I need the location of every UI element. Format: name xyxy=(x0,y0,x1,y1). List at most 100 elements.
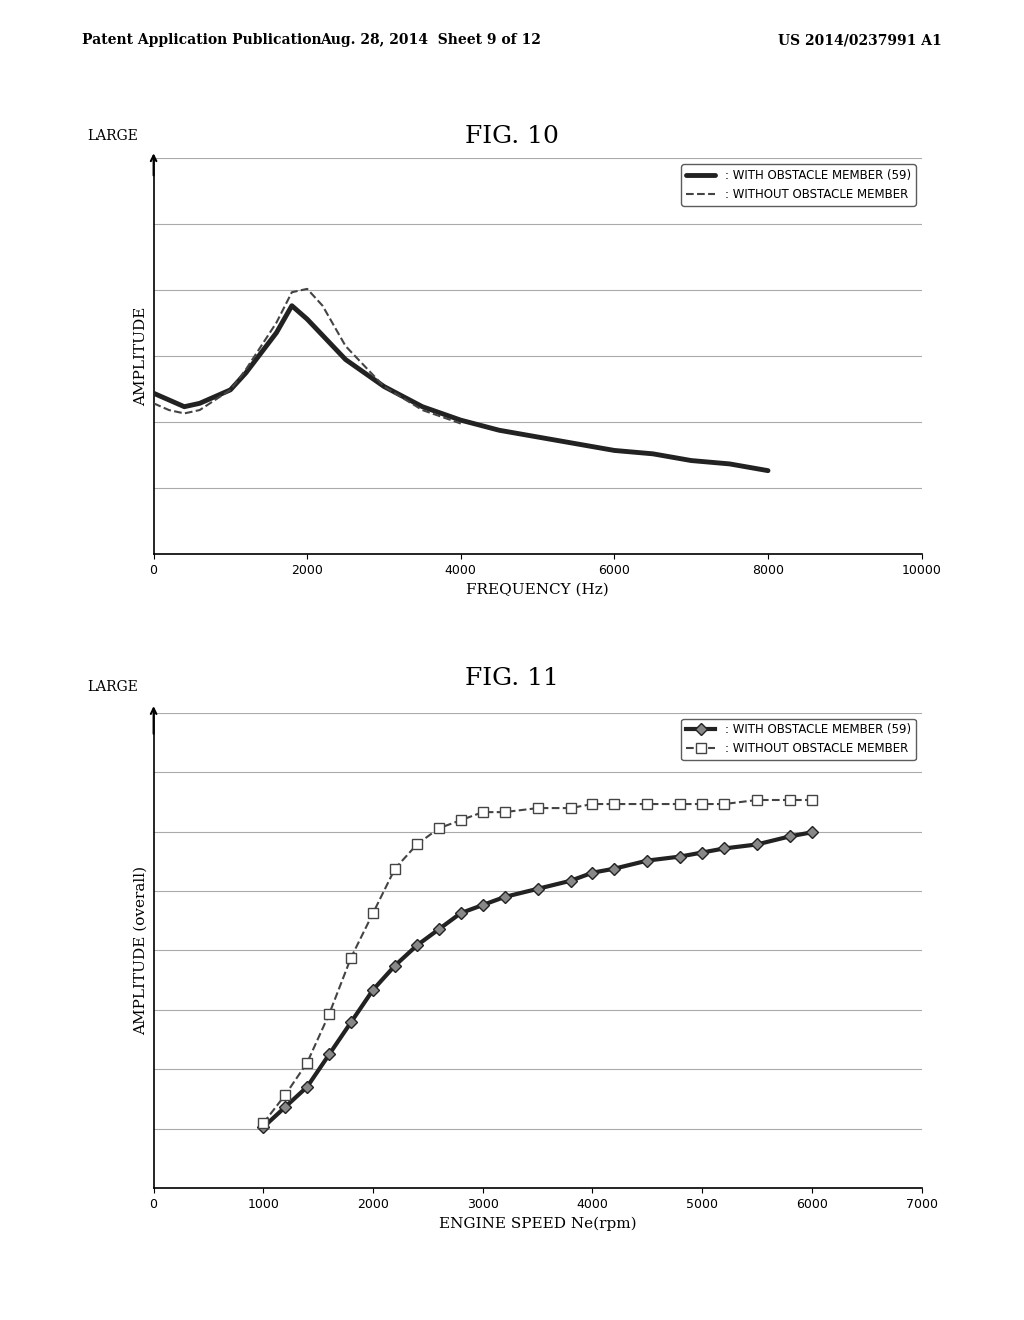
: WITH OBSTACLE MEMBER (59): (5.5e+03, 0.723): WITH OBSTACLE MEMBER (59): (5.5e+03, 0.7… xyxy=(751,837,763,853)
: WITHOUT OBSTACLE MEMBER: (4e+03, 0.331): WITHOUT OBSTACLE MEMBER: (4e+03, 0.331) xyxy=(455,416,467,432)
: WITHOUT OBSTACLE MEMBER: (2.2e+03, 0.672): WITHOUT OBSTACLE MEMBER: (2.2e+03, 0.672… xyxy=(389,861,401,876)
: WITH OBSTACLE MEMBER (59): (2.4e+03, 0.51): WITH OBSTACLE MEMBER (59): (2.4e+03, 0.5… xyxy=(411,937,423,953)
: WITHOUT OBSTACLE MEMBER: (3.8e+03, 0.799): WITHOUT OBSTACLE MEMBER: (3.8e+03, 0.799… xyxy=(564,800,577,816)
: WITH OBSTACLE MEMBER (59): (6e+03, 0.263): WITH OBSTACLE MEMBER (59): (6e+03, 0.263… xyxy=(608,442,621,458)
Text: LARGE: LARGE xyxy=(87,680,138,694)
: WITH OBSTACLE MEMBER (59): (800, 0.398): WITH OBSTACLE MEMBER (59): (800, 0.398) xyxy=(209,388,221,404)
: WITH OBSTACLE MEMBER (59): (4.2e+03, 0.672): WITH OBSTACLE MEMBER (59): (4.2e+03, 0.6… xyxy=(608,861,621,876)
: WITH OBSTACLE MEMBER (59): (2e+03, 0.594): WITH OBSTACLE MEMBER (59): (2e+03, 0.594… xyxy=(301,312,313,327)
Text: LARGE: LARGE xyxy=(87,128,138,143)
: WITH OBSTACLE MEMBER (59): (1.4e+03, 0.509): WITH OBSTACLE MEMBER (59): (1.4e+03, 0.5… xyxy=(255,345,267,360)
: WITH OBSTACLE MEMBER (59): (2.5e+03, 0.492): WITH OBSTACLE MEMBER (59): (2.5e+03, 0.4… xyxy=(340,351,352,367)
: WITH OBSTACLE MEMBER (59): (5.2e+03, 0.714): WITH OBSTACLE MEMBER (59): (5.2e+03, 0.7… xyxy=(718,841,730,857)
: WITH OBSTACLE MEMBER (59): (5.5e+03, 0.28): WITH OBSTACLE MEMBER (59): (5.5e+03, 0.2… xyxy=(569,436,582,451)
: WITHOUT OBSTACLE MEMBER: (2e+03, 0.579): WITHOUT OBSTACLE MEMBER: (2e+03, 0.579) xyxy=(367,906,379,921)
: WITH OBSTACLE MEMBER (59): (3.2e+03, 0.613): WITH OBSTACLE MEMBER (59): (3.2e+03, 0.6… xyxy=(499,890,511,906)
Line: : WITHOUT OBSTACLE MEMBER: : WITHOUT OBSTACLE MEMBER xyxy=(154,289,461,424)
: WITH OBSTACLE MEMBER (59): (1.2e+03, 0.458): WITH OBSTACLE MEMBER (59): (1.2e+03, 0.4… xyxy=(240,366,252,381)
: WITH OBSTACLE MEMBER (59): (200, 0.39): WITH OBSTACLE MEMBER (59): (200, 0.39) xyxy=(163,392,175,408)
Text: Aug. 28, 2014  Sheet 9 of 12: Aug. 28, 2014 Sheet 9 of 12 xyxy=(319,33,541,48)
: WITHOUT OBSTACLE MEMBER: (1.2e+03, 0.196): WITHOUT OBSTACLE MEMBER: (1.2e+03, 0.196… xyxy=(280,1086,292,1102)
: WITHOUT OBSTACLE MEMBER: (2e+03, 0.67): WITHOUT OBSTACLE MEMBER: (2e+03, 0.67) xyxy=(301,281,313,297)
: WITH OBSTACLE MEMBER (59): (5e+03, 0.706): WITH OBSTACLE MEMBER (59): (5e+03, 0.706… xyxy=(696,845,709,861)
: WITH OBSTACLE MEMBER (59): (3e+03, 0.424): WITH OBSTACLE MEMBER (59): (3e+03, 0.424… xyxy=(378,379,390,395)
: WITHOUT OBSTACLE MEMBER: (600, 0.364): WITHOUT OBSTACLE MEMBER: (600, 0.364) xyxy=(194,403,206,418)
: WITH OBSTACLE MEMBER (59): (3e+03, 0.595): WITH OBSTACLE MEMBER (59): (3e+03, 0.595… xyxy=(476,898,488,913)
: WITHOUT OBSTACLE MEMBER: (1.4e+03, 0.264): WITHOUT OBSTACLE MEMBER: (1.4e+03, 0.264… xyxy=(301,1055,313,1071)
: WITHOUT OBSTACLE MEMBER: (5.2e+03, 0.808): WITHOUT OBSTACLE MEMBER: (5.2e+03, 0.808… xyxy=(718,796,730,812)
Line: : WITH OBSTACLE MEMBER (59): : WITH OBSTACLE MEMBER (59) xyxy=(259,828,816,1131)
: WITH OBSTACLE MEMBER (59): (5.8e+03, 0.74): WITH OBSTACLE MEMBER (59): (5.8e+03, 0.7… xyxy=(783,829,796,845)
: WITH OBSTACLE MEMBER (59): (400, 0.373): WITH OBSTACLE MEMBER (59): (400, 0.373) xyxy=(178,399,190,414)
: WITH OBSTACLE MEMBER (59): (6e+03, 0.748): WITH OBSTACLE MEMBER (59): (6e+03, 0.748… xyxy=(806,825,818,841)
: WITH OBSTACLE MEMBER (59): (4.8e+03, 0.698): WITH OBSTACLE MEMBER (59): (4.8e+03, 0.6… xyxy=(674,849,686,865)
: WITHOUT OBSTACLE MEMBER: (5.5e+03, 0.817): WITHOUT OBSTACLE MEMBER: (5.5e+03, 0.817… xyxy=(751,792,763,808)
: WITH OBSTACLE MEMBER (59): (4e+03, 0.663): WITH OBSTACLE MEMBER (59): (4e+03, 0.663… xyxy=(587,865,599,880)
: WITH OBSTACLE MEMBER (59): (5e+03, 0.296): WITH OBSTACLE MEMBER (59): (5e+03, 0.296… xyxy=(531,429,544,445)
: WITH OBSTACLE MEMBER (59): (1.4e+03, 0.213): WITH OBSTACLE MEMBER (59): (1.4e+03, 0.2… xyxy=(301,1078,313,1094)
: WITH OBSTACLE MEMBER (59): (1.6e+03, 0.281): WITH OBSTACLE MEMBER (59): (1.6e+03, 0.2… xyxy=(323,1047,335,1063)
: WITH OBSTACLE MEMBER (59): (4.5e+03, 0.689): WITH OBSTACLE MEMBER (59): (4.5e+03, 0.6… xyxy=(641,853,653,869)
: WITHOUT OBSTACLE MEMBER: (3e+03, 0.791): WITHOUT OBSTACLE MEMBER: (3e+03, 0.791) xyxy=(476,804,488,820)
: WITH OBSTACLE MEMBER (59): (4.5e+03, 0.314): WITH OBSTACLE MEMBER (59): (4.5e+03, 0.3… xyxy=(494,422,506,438)
X-axis label: ENGINE SPEED Ne(rpm): ENGINE SPEED Ne(rpm) xyxy=(439,1216,636,1230)
Text: Patent Application Publication: Patent Application Publication xyxy=(82,33,322,48)
: WITHOUT OBSTACLE MEMBER: (1e+03, 0.415): WITHOUT OBSTACLE MEMBER: (1e+03, 0.415) xyxy=(224,381,237,397)
: WITH OBSTACLE MEMBER (59): (1e+03, 0.128): WITH OBSTACLE MEMBER (59): (1e+03, 0.128… xyxy=(257,1119,269,1135)
: WITHOUT OBSTACLE MEMBER: (2.4e+03, 0.723): WITHOUT OBSTACLE MEMBER: (2.4e+03, 0.723… xyxy=(411,837,423,853)
Line: : WITHOUT OBSTACLE MEMBER: : WITHOUT OBSTACLE MEMBER xyxy=(258,795,817,1129)
Text: FIG. 10: FIG. 10 xyxy=(465,125,559,148)
: WITHOUT OBSTACLE MEMBER: (1.2e+03, 0.466): WITHOUT OBSTACLE MEMBER: (1.2e+03, 0.466… xyxy=(240,362,252,378)
: WITHOUT OBSTACLE MEMBER: (4.2e+03, 0.808): WITHOUT OBSTACLE MEMBER: (4.2e+03, 0.808… xyxy=(608,796,621,812)
: WITHOUT OBSTACLE MEMBER: (2.2e+03, 0.628): WITHOUT OBSTACLE MEMBER: (2.2e+03, 0.628… xyxy=(316,298,329,314)
Text: US 2014/0237991 A1: US 2014/0237991 A1 xyxy=(778,33,942,48)
: WITHOUT OBSTACLE MEMBER: (4e+03, 0.808): WITHOUT OBSTACLE MEMBER: (4e+03, 0.808) xyxy=(587,796,599,812)
: WITHOUT OBSTACLE MEMBER: (1.6e+03, 0.366): WITHOUT OBSTACLE MEMBER: (1.6e+03, 0.366… xyxy=(323,1006,335,1022)
: WITHOUT OBSTACLE MEMBER: (3.5e+03, 0.799): WITHOUT OBSTACLE MEMBER: (3.5e+03, 0.799… xyxy=(531,800,544,816)
: WITH OBSTACLE MEMBER (59): (3.8e+03, 0.646): WITH OBSTACLE MEMBER (59): (3.8e+03, 0.6… xyxy=(564,873,577,888)
: WITHOUT OBSTACLE MEMBER: (2.8e+03, 0.774): WITHOUT OBSTACLE MEMBER: (2.8e+03, 0.774… xyxy=(455,812,467,828)
Legend: : WITH OBSTACLE MEMBER (59), : WITHOUT OBSTACLE MEMBER: : WITH OBSTACLE MEMBER (59), : WITHOUT O… xyxy=(681,164,915,206)
: WITH OBSTACLE MEMBER (59): (1e+03, 0.415): WITH OBSTACLE MEMBER (59): (1e+03, 0.415… xyxy=(224,381,237,397)
: WITHOUT OBSTACLE MEMBER: (1.8e+03, 0.485): WITHOUT OBSTACLE MEMBER: (1.8e+03, 0.485… xyxy=(345,949,357,965)
Legend: : WITH OBSTACLE MEMBER (59), : WITHOUT OBSTACLE MEMBER: : WITH OBSTACLE MEMBER (59), : WITHOUT O… xyxy=(681,718,915,760)
: WITHOUT OBSTACLE MEMBER: (4.5e+03, 0.808): WITHOUT OBSTACLE MEMBER: (4.5e+03, 0.808… xyxy=(641,796,653,812)
: WITH OBSTACLE MEMBER (59): (7e+03, 0.237): WITH OBSTACLE MEMBER (59): (7e+03, 0.237… xyxy=(685,453,697,469)
Line: : WITH OBSTACLE MEMBER (59): : WITH OBSTACLE MEMBER (59) xyxy=(154,306,768,471)
: WITH OBSTACLE MEMBER (59): (1.8e+03, 0.349): WITH OBSTACLE MEMBER (59): (1.8e+03, 0.3… xyxy=(345,1014,357,1030)
: WITHOUT OBSTACLE MEMBER: (400, 0.356): WITHOUT OBSTACLE MEMBER: (400, 0.356) xyxy=(178,405,190,421)
: WITH OBSTACLE MEMBER (59): (600, 0.382): WITH OBSTACLE MEMBER (59): (600, 0.382) xyxy=(194,396,206,412)
: WITH OBSTACLE MEMBER (59): (3.5e+03, 0.373): WITH OBSTACLE MEMBER (59): (3.5e+03, 0.3… xyxy=(416,399,428,414)
Text: FIG. 11: FIG. 11 xyxy=(465,667,559,689)
: WITH OBSTACLE MEMBER (59): (3.5e+03, 0.629): WITH OBSTACLE MEMBER (59): (3.5e+03, 0.6… xyxy=(531,880,544,896)
Y-axis label: AMPLITUDE (overall): AMPLITUDE (overall) xyxy=(134,866,148,1035)
: WITHOUT OBSTACLE MEMBER: (800, 0.39): WITHOUT OBSTACLE MEMBER: (800, 0.39) xyxy=(209,392,221,408)
: WITHOUT OBSTACLE MEMBER: (2.6e+03, 0.757): WITHOUT OBSTACLE MEMBER: (2.6e+03, 0.757… xyxy=(433,820,445,836)
: WITHOUT OBSTACLE MEMBER: (1e+03, 0.137): WITHOUT OBSTACLE MEMBER: (1e+03, 0.137) xyxy=(257,1115,269,1131)
: WITH OBSTACLE MEMBER (59): (1.2e+03, 0.17): WITH OBSTACLE MEMBER (59): (1.2e+03, 0.1… xyxy=(280,1100,292,1115)
: WITH OBSTACLE MEMBER (59): (2.8e+03, 0.579): WITH OBSTACLE MEMBER (59): (2.8e+03, 0.5… xyxy=(455,906,467,921)
: WITHOUT OBSTACLE MEMBER: (1.8e+03, 0.662): WITHOUT OBSTACLE MEMBER: (1.8e+03, 0.662… xyxy=(286,284,298,300)
X-axis label: FREQUENCY (Hz): FREQUENCY (Hz) xyxy=(466,582,609,597)
: WITH OBSTACLE MEMBER (59): (2.2e+03, 0.468): WITH OBSTACLE MEMBER (59): (2.2e+03, 0.4… xyxy=(389,958,401,974)
: WITHOUT OBSTACLE MEMBER: (1.6e+03, 0.586): WITHOUT OBSTACLE MEMBER: (1.6e+03, 0.586… xyxy=(270,314,283,330)
: WITHOUT OBSTACLE MEMBER: (5.8e+03, 0.817): WITHOUT OBSTACLE MEMBER: (5.8e+03, 0.817… xyxy=(783,792,796,808)
: WITHOUT OBSTACLE MEMBER: (6e+03, 0.817): WITHOUT OBSTACLE MEMBER: (6e+03, 0.817) xyxy=(806,792,818,808)
: WITHOUT OBSTACLE MEMBER: (5e+03, 0.808): WITHOUT OBSTACLE MEMBER: (5e+03, 0.808) xyxy=(696,796,709,812)
: WITHOUT OBSTACLE MEMBER: (0, 0.382): WITHOUT OBSTACLE MEMBER: (0, 0.382) xyxy=(147,396,160,412)
: WITH OBSTACLE MEMBER (59): (2.6e+03, 0.544): WITH OBSTACLE MEMBER (59): (2.6e+03, 0.5… xyxy=(433,921,445,937)
: WITHOUT OBSTACLE MEMBER: (1.4e+03, 0.526): WITHOUT OBSTACLE MEMBER: (1.4e+03, 0.526… xyxy=(255,338,267,354)
: WITH OBSTACLE MEMBER (59): (7.5e+03, 0.228): WITH OBSTACLE MEMBER (59): (7.5e+03, 0.2… xyxy=(723,455,735,471)
: WITH OBSTACLE MEMBER (59): (2e+03, 0.417): WITH OBSTACLE MEMBER (59): (2e+03, 0.417… xyxy=(367,982,379,998)
: WITHOUT OBSTACLE MEMBER: (4.8e+03, 0.808): WITHOUT OBSTACLE MEMBER: (4.8e+03, 0.808… xyxy=(674,796,686,812)
: WITH OBSTACLE MEMBER (59): (1.8e+03, 0.628): WITH OBSTACLE MEMBER (59): (1.8e+03, 0.6… xyxy=(286,298,298,314)
: WITHOUT OBSTACLE MEMBER: (200, 0.364): WITHOUT OBSTACLE MEMBER: (200, 0.364) xyxy=(163,403,175,418)
Y-axis label: AMPLITUDE: AMPLITUDE xyxy=(134,306,148,407)
: WITHOUT OBSTACLE MEMBER: (2.5e+03, 0.526): WITHOUT OBSTACLE MEMBER: (2.5e+03, 0.526… xyxy=(340,338,352,354)
: WITH OBSTACLE MEMBER (59): (8e+03, 0.212): WITH OBSTACLE MEMBER (59): (8e+03, 0.212… xyxy=(762,463,774,479)
: WITHOUT OBSTACLE MEMBER: (3e+03, 0.424): WITHOUT OBSTACLE MEMBER: (3e+03, 0.424) xyxy=(378,379,390,395)
: WITH OBSTACLE MEMBER (59): (1.6e+03, 0.56): WITH OBSTACLE MEMBER (59): (1.6e+03, 0.5… xyxy=(270,325,283,341)
: WITHOUT OBSTACLE MEMBER: (3.2e+03, 0.791): WITHOUT OBSTACLE MEMBER: (3.2e+03, 0.791… xyxy=(499,804,511,820)
: WITH OBSTACLE MEMBER (59): (4e+03, 0.339): WITH OBSTACLE MEMBER (59): (4e+03, 0.339… xyxy=(455,412,467,428)
: WITH OBSTACLE MEMBER (59): (0, 0.407): WITH OBSTACLE MEMBER (59): (0, 0.407) xyxy=(147,385,160,401)
